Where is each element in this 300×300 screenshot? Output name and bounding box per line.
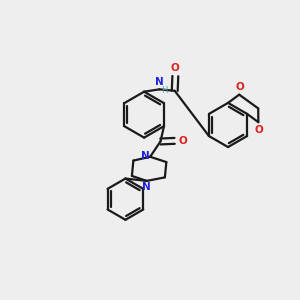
Text: O: O xyxy=(171,63,180,73)
Text: N: N xyxy=(155,77,164,87)
Text: H: H xyxy=(161,86,167,95)
Text: N: N xyxy=(142,182,151,192)
Text: O: O xyxy=(235,82,244,92)
Text: N: N xyxy=(141,151,150,161)
Text: O: O xyxy=(254,125,263,135)
Text: O: O xyxy=(178,136,187,146)
